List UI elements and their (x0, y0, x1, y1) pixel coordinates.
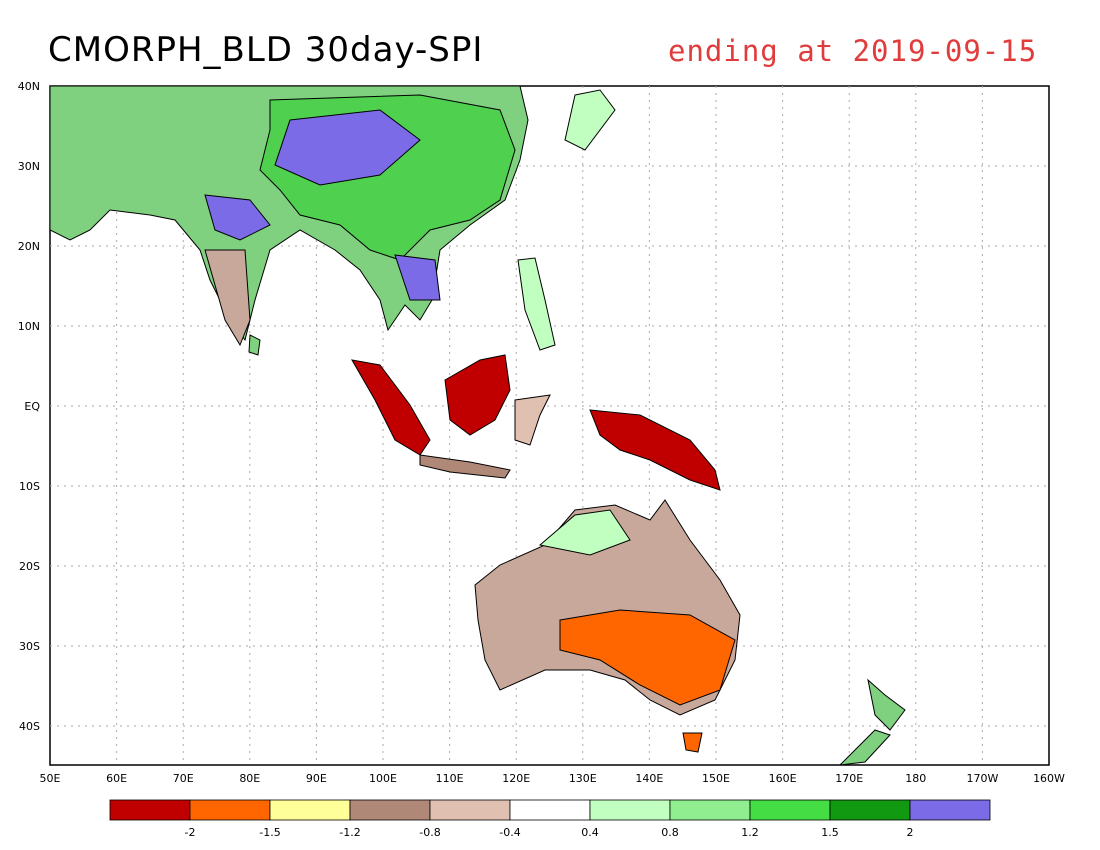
lon-label: 90E (306, 772, 327, 785)
japan (564, 89, 616, 151)
longitude-labels: 50E 60E 70E 80E 90E 100E 110E 120E 130E 140E 150E 1… (40, 772, 1066, 785)
legend-swatch (829, 799, 911, 821)
lon-label: 170E (835, 772, 863, 785)
lat-label: 30S (19, 640, 40, 653)
legend-label: 2 (907, 826, 914, 839)
legend-swatch (349, 799, 431, 821)
legend-label: 1.5 (821, 826, 839, 839)
legend-label: -2 (185, 826, 196, 839)
india-wet-region (204, 194, 271, 241)
legend-label: 0.4 (581, 826, 599, 839)
lon-label: 170W (966, 772, 998, 785)
legend-swatch (269, 799, 351, 821)
lon-label: 120E (502, 772, 530, 785)
legend-swatch (429, 799, 511, 821)
legend-label: -1.5 (259, 826, 280, 839)
sulawesi (514, 394, 551, 446)
new-zealand-north (867, 678, 906, 731)
legend-swatch (109, 799, 191, 821)
legend-swatch (669, 799, 751, 821)
new-zealand-south (838, 729, 891, 766)
legend-label: 0.8 (661, 826, 679, 839)
land-masses (49, 85, 906, 766)
legend-label: -0.4 (499, 826, 520, 839)
new-guinea (589, 409, 721, 491)
lat-label: 10N (18, 320, 40, 333)
lon-label: 150E (702, 772, 730, 785)
philippines (517, 257, 556, 351)
australia-dry-southeast (559, 609, 736, 706)
lat-label: 20N (18, 240, 40, 253)
lat-label: 40N (18, 80, 40, 93)
latitude-labels: 40N 30N 20N 10N EQ 10S 20S 30S 40S (18, 80, 41, 733)
legend-swatch (189, 799, 271, 821)
color-legend: -2 -1.5 -1.2 -0.8 -0.4 0.4 0.8 1.2 1.5 2 (109, 799, 991, 839)
lat-label: EQ (24, 400, 40, 413)
java (419, 454, 511, 479)
map-subtitle: ending at 2019-09-15 (668, 34, 1038, 68)
tasmania (682, 732, 703, 753)
lon-label: 70E (173, 772, 194, 785)
legend-label: -0.8 (419, 826, 440, 839)
legend-swatch (749, 799, 831, 821)
lat-label: 30N (18, 160, 40, 173)
legend-label: -1.2 (339, 826, 360, 839)
lon-label: 130E (569, 772, 597, 785)
lon-label: 80E (239, 772, 260, 785)
legend-swatch (909, 799, 991, 821)
lat-label: 10S (19, 480, 40, 493)
lon-label: 60E (106, 772, 127, 785)
borneo (444, 354, 511, 436)
lon-label: 180 (905, 772, 926, 785)
india-peninsula (204, 249, 251, 347)
legend-swatch (509, 799, 591, 821)
lat-label: 40S (19, 720, 40, 733)
legend-label: 1.2 (741, 826, 759, 839)
lat-label: 20S (19, 560, 40, 573)
sri-lanka (248, 334, 261, 356)
indochina-wet-region (394, 254, 441, 301)
sumatra (351, 359, 431, 456)
lon-label: 100E (369, 772, 397, 785)
lon-label: 160W (1033, 772, 1065, 785)
map-title: CMORPH_BLD 30day-SPI (48, 30, 484, 70)
lon-label: 160E (769, 772, 797, 785)
lon-label: 140E (635, 772, 663, 785)
lon-label: 110E (436, 772, 464, 785)
lon-label: 50E (40, 772, 61, 785)
tibet-wet-region (274, 109, 421, 186)
legend-swatch (589, 799, 671, 821)
australia-north-green (538, 509, 631, 556)
